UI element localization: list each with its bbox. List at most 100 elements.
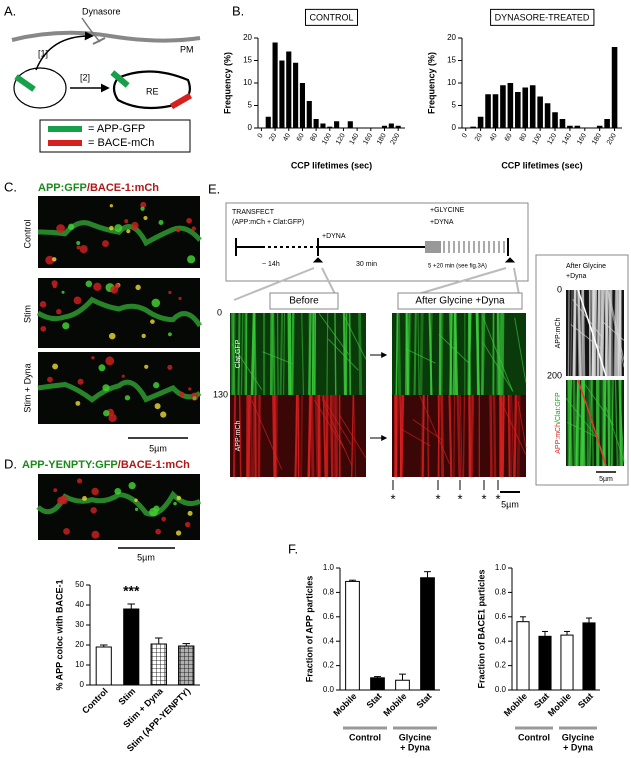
bar-hatch — [150, 643, 167, 686]
puncta — [192, 396, 197, 401]
panel-label: D. — [4, 456, 17, 471]
group-label: + Dyna — [400, 742, 431, 752]
bar — [477, 116, 484, 128]
kymo-track — [481, 312, 486, 396]
kymo-track — [572, 379, 578, 467]
puncta — [140, 206, 145, 211]
x-tick-label: Control — [80, 686, 110, 716]
kymo-track — [276, 312, 279, 396]
y-tick-label: 10 — [75, 660, 84, 669]
x-tick-label: 20 — [474, 132, 484, 142]
scale-label: 5µm — [149, 443, 167, 453]
kymo-track — [406, 312, 412, 396]
y-tick-label: 0.4 — [495, 636, 507, 645]
x-tick-label: Stat — [532, 691, 551, 710]
kymo-track — [295, 394, 298, 478]
x-tick-label: Stat — [576, 691, 595, 710]
kymo-track — [291, 312, 295, 396]
x-tick-label: 80 — [309, 132, 319, 142]
title-red: /BACE-1:mCh — [87, 182, 159, 194]
kymo-track — [307, 394, 312, 478]
kymo-axis-label: 200 — [547, 370, 562, 380]
kymo-track — [575, 379, 580, 467]
kymo-track — [438, 334, 470, 364]
puncta — [109, 204, 113, 208]
kymo-track — [279, 312, 284, 396]
kymo-track — [257, 394, 261, 478]
puncta — [56, 224, 65, 233]
kymo-track — [462, 394, 466, 478]
kymo-track — [583, 382, 615, 426]
puncta — [39, 301, 47, 308]
puncta — [91, 356, 95, 360]
bar — [272, 42, 278, 128]
bar — [334, 121, 340, 128]
plasma-membrane — [11, 30, 201, 43]
bar — [388, 123, 394, 128]
puncta — [187, 510, 193, 516]
puncta — [67, 223, 75, 230]
x-tick-label: 0 — [461, 132, 469, 139]
kymo-track — [419, 312, 424, 396]
marker: * — [495, 491, 500, 506]
kymo-track — [334, 312, 337, 396]
puncta — [63, 528, 70, 535]
kymo-track — [332, 394, 338, 478]
puncta — [143, 215, 148, 220]
puncta — [134, 507, 139, 511]
kymo-track — [231, 312, 236, 396]
row-label: Stim — [22, 305, 32, 323]
x-tick-label: 160 — [576, 132, 588, 146]
puncta — [85, 280, 93, 288]
puncta — [124, 395, 131, 401]
x-tick-label: Stat — [364, 691, 383, 710]
bar — [299, 83, 306, 128]
puncta — [121, 374, 125, 378]
y-axis-label: Fraction of APP particles — [304, 576, 314, 683]
kymo-track — [400, 428, 431, 447]
kymo-track — [343, 316, 367, 360]
kymo-track — [569, 289, 573, 377]
recycling-endosome — [112, 70, 191, 110]
kymo-track — [619, 396, 625, 464]
bar — [611, 47, 618, 128]
kymo-track — [608, 291, 625, 361]
timeline-text: TRANSFECT — [232, 209, 275, 216]
kymo-track — [593, 289, 598, 377]
y-tick-label: 20 — [243, 33, 252, 42]
puncta — [61, 290, 65, 294]
kymo-track — [607, 379, 611, 467]
timeline-text: ~ 14h — [262, 261, 280, 268]
kymo-track — [308, 312, 312, 396]
x-tick-label: 120 — [335, 132, 347, 146]
x-tick-label: Mobile — [381, 691, 408, 718]
y-tick-label: 0 — [80, 680, 85, 689]
kymo-track — [586, 379, 589, 467]
kymo-track — [399, 394, 402, 478]
x-tick-label: 180 — [591, 132, 603, 146]
kymo-track — [287, 312, 291, 396]
bar — [516, 621, 530, 691]
kymo-track — [602, 379, 606, 467]
moving-particle — [577, 379, 607, 467]
timeline-box — [225, 202, 529, 282]
x-tick-label: 20 — [268, 132, 278, 142]
puncta — [102, 240, 109, 248]
x-tick-label: 40 — [489, 132, 499, 142]
kymo-track — [470, 394, 475, 478]
kymo-track — [250, 394, 253, 478]
puncta — [102, 384, 110, 392]
y-axis-label: Fraction of BACE1 particles — [476, 569, 486, 688]
y-tick-label: 0.4 — [323, 636, 335, 645]
bar — [306, 101, 312, 128]
kymo-track — [420, 394, 424, 478]
kymo-track — [567, 379, 572, 467]
puncta — [184, 521, 191, 528]
timeline-text: 5 +20 min (see fig.3A) — [428, 264, 487, 270]
x-tick-label: 60 — [296, 132, 306, 142]
bar — [552, 112, 558, 128]
x-tick-label: Mobile — [502, 691, 529, 718]
kymo-title: Before — [289, 296, 319, 307]
bar — [395, 125, 401, 128]
